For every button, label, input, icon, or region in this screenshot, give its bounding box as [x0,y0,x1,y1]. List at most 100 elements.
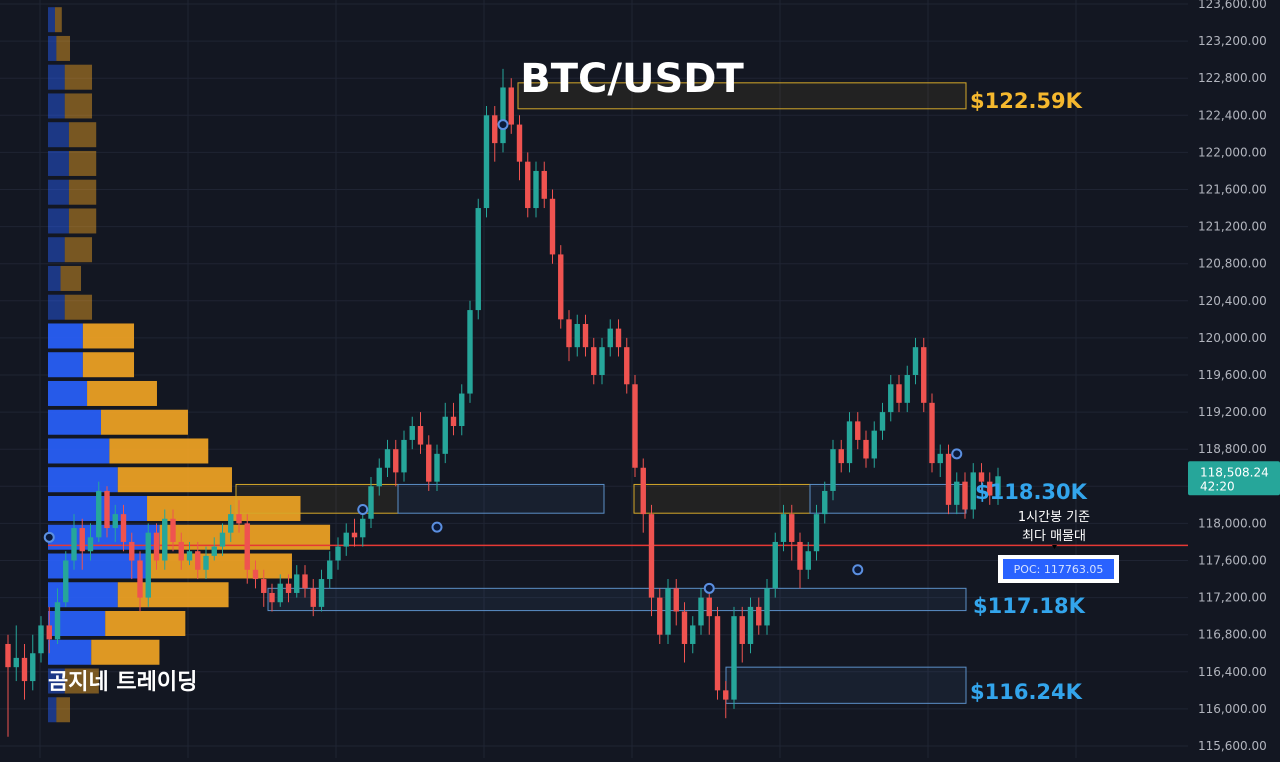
candle[interactable] [46,606,52,654]
candle[interactable] [211,537,217,561]
candle-body[interactable] [921,347,927,403]
candle[interactable] [822,481,828,524]
candle-body[interactable] [261,579,267,593]
candle[interactable] [912,337,919,385]
candle-body[interactable] [830,449,836,491]
candle-body[interactable] [252,569,259,580]
candle-body[interactable] [549,198,556,255]
candle[interactable] [442,402,448,464]
candle-body[interactable] [475,208,481,311]
candle-body[interactable] [500,87,506,144]
candle[interactable] [599,337,605,385]
candle-body[interactable] [450,416,457,427]
candle-body[interactable] [640,467,646,515]
candle-body[interactable] [995,476,1001,496]
candle-body[interactable] [706,597,712,617]
candle-body[interactable] [805,551,811,570]
candle-body[interactable] [219,532,226,547]
candle[interactable] [153,523,160,570]
candle-body[interactable] [574,323,580,348]
candle[interactable] [813,504,820,561]
candle-body[interactable] [987,481,993,496]
candle[interactable] [516,115,523,181]
candle[interactable] [228,504,234,542]
candle[interactable] [63,551,69,607]
candle-body[interactable] [153,532,160,561]
candle-body[interactable] [384,449,391,468]
candle-body[interactable] [120,514,127,542]
candle[interactable] [87,523,94,561]
candle[interactable] [269,583,275,612]
candle-body[interactable] [38,625,44,654]
candle-body[interactable] [764,588,770,626]
candle-body[interactable] [162,518,168,561]
candle-body[interactable] [723,690,729,700]
candle[interactable] [327,551,333,589]
candle[interactable] [888,375,894,422]
candle-body[interactable] [615,328,622,348]
candle[interactable] [335,537,341,570]
candle[interactable] [30,634,36,691]
candle-body[interactable] [203,555,209,570]
candle-body[interactable] [129,541,135,561]
candle[interactable] [178,532,184,570]
candle-body[interactable] [657,597,663,635]
candle[interactable] [285,574,292,603]
candle-body[interactable] [698,597,704,626]
candle[interactable] [681,602,688,663]
candle[interactable] [533,161,539,218]
candle[interactable] [789,504,795,561]
candle[interactable] [186,541,193,566]
candle-body[interactable] [376,467,382,487]
candle[interactable] [384,439,391,478]
candle-body[interactable] [459,393,465,427]
candle[interactable] [409,416,415,450]
candle[interactable] [195,541,201,580]
candle[interactable] [302,565,308,598]
candle[interactable] [723,681,729,719]
candle-body[interactable] [822,490,828,515]
candle-body[interactable] [96,490,102,538]
candle[interactable] [896,375,902,413]
candle[interactable] [145,523,151,607]
candle[interactable] [937,444,943,478]
candle[interactable] [426,435,432,491]
candle[interactable] [376,458,382,496]
candle[interactable] [129,532,135,580]
candle-body[interactable] [607,328,613,348]
candle-body[interactable] [368,486,374,519]
candle[interactable] [549,189,556,264]
candle-body[interactable] [566,319,572,348]
candle[interactable] [434,444,440,491]
current-price-badge[interactable] [1188,461,1280,496]
candle-body[interactable] [145,532,151,598]
candle[interactable] [566,310,572,362]
candle[interactable] [987,472,993,505]
candle-body[interactable] [269,592,275,603]
candle[interactable] [401,430,407,482]
candle[interactable] [351,518,358,547]
candle[interactable] [79,518,85,570]
candle-body[interactable] [558,254,564,320]
candle[interactable] [904,365,910,413]
candle-body[interactable] [756,606,762,626]
candle-body[interactable] [846,421,853,464]
candle[interactable] [310,579,316,617]
candle-body[interactable] [632,384,638,468]
candle-body[interactable] [962,481,968,510]
candle[interactable] [13,625,19,682]
candle[interactable] [294,565,300,598]
candle[interactable] [343,523,349,556]
candle-body[interactable] [30,653,36,682]
candle-body[interactable] [813,514,820,552]
candle[interactable] [236,500,242,533]
candle-body[interactable] [516,124,523,162]
candle-body[interactable] [871,430,877,459]
candle-body[interactable] [277,583,283,603]
candle[interactable] [615,319,622,357]
candle[interactable] [170,509,176,552]
candle-body[interactable] [978,472,985,482]
candle-body[interactable] [426,444,432,482]
candle-body[interactable] [954,481,960,505]
